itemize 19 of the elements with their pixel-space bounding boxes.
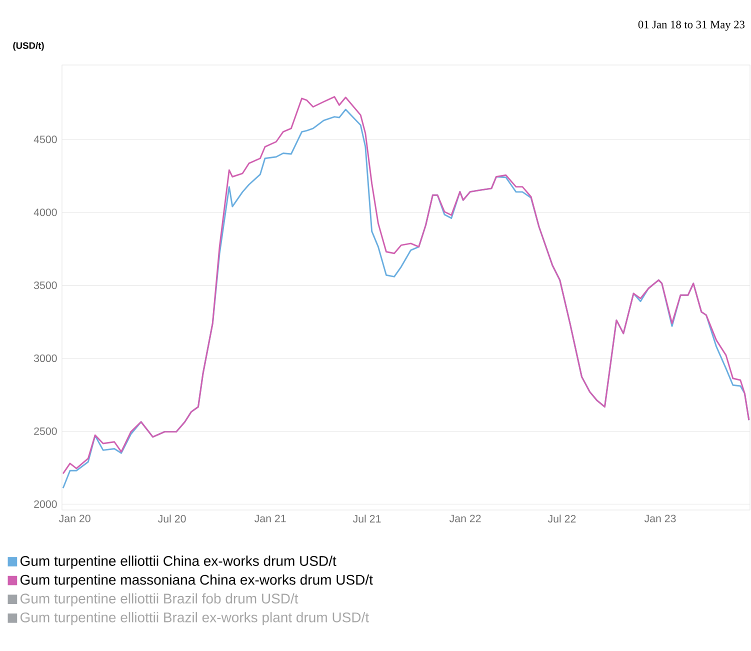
x-tick-label: Jan 21 (254, 514, 286, 522)
x-tick-label: Jan 20 (58, 514, 90, 522)
legend-label: Gum turpentine elliottii China ex-works drum USD/t (20, 556, 336, 569)
y-tick-label: 4500 (34, 136, 57, 144)
x-tick-label: Jul 22 (548, 514, 576, 523)
x-tick-label: Jan 23 (644, 514, 676, 522)
y-tick-label: 3500 (34, 282, 57, 290)
legend-label: Gum turpentine elliottii Brazil ex-works plant drum USD/t (20, 612, 369, 626)
x-tick-label: Jul 20 (158, 514, 186, 523)
y-tick-label: 4000 (34, 208, 57, 216)
chart-subtitle: 01 Jan 18 to 31 May 23 (638, 20, 745, 31)
y-axis-title: (USD/t) (13, 42, 44, 51)
y-tick-label: 2000 (34, 500, 57, 508)
legend-label: Gum turpentine massoniana China ex-works drum USD/t (20, 574, 373, 588)
y-tick-label: 2500 (34, 427, 57, 435)
legend-label: Gum turpentine elliottii Brazil fob drum USD/t (20, 593, 298, 606)
x-tick-label: Jan 22 (449, 514, 481, 522)
y-tick-label: 3000 (34, 354, 57, 362)
x-tick-label: Jul 21 (352, 514, 381, 523)
